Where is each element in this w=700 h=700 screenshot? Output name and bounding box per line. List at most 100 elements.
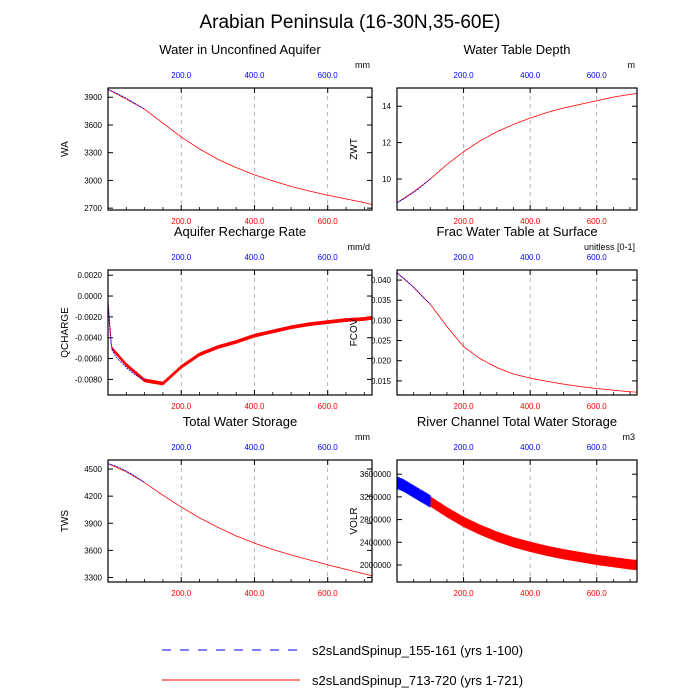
x-tick-label-top: 600.0 xyxy=(318,253,339,262)
y-tick-label: 0.015 xyxy=(371,377,392,386)
y-tick-label: 12 xyxy=(382,139,391,148)
x-tick-label-top: 600.0 xyxy=(587,71,608,80)
units-label: m xyxy=(628,60,636,70)
x-tick-label-bottom: 600.0 xyxy=(318,402,339,411)
y-tick-label: 10 xyxy=(382,175,391,184)
series-line-red xyxy=(107,89,373,205)
y-tick-label: 3900 xyxy=(84,519,102,528)
x-tick-label-bottom: 600.0 xyxy=(587,589,608,598)
series-line-blue xyxy=(107,463,145,483)
x-tick-label-top: 600.0 xyxy=(587,253,608,262)
units-label: mm xyxy=(355,432,370,442)
series-line-blue xyxy=(396,476,431,508)
panel-aquifer-recharge: Aquifer Recharge Rate QCHARGE mm/d 200.0 200… xyxy=(60,224,373,411)
units-label: m3 xyxy=(622,432,635,442)
series-line-blue xyxy=(396,178,431,204)
x-tick-label-bottom: 400.0 xyxy=(520,589,541,598)
y-tick-label: 4500 xyxy=(84,465,102,474)
panel-water-in-aquifer: Water in Unconfined Aquifer WA mm 200.0 200.… xyxy=(60,42,373,226)
y-tick-label: 0.0000 xyxy=(78,292,103,301)
units-label: mm xyxy=(355,60,370,70)
x-tick-label-top: 400.0 xyxy=(520,71,541,80)
x-tick-label-bottom: 200.0 xyxy=(171,589,192,598)
y-tick-label: 3600 xyxy=(84,121,102,130)
legend-label-red: s2sLandSpinup_713-720 (yrs 1-721) xyxy=(312,673,523,688)
panel-river-channel-storage: River Channel Total Water Storage VOLR m3 2… xyxy=(349,414,638,598)
y-tick-label: 14 xyxy=(382,102,391,111)
x-tick-label-bottom: 600.0 xyxy=(318,589,339,598)
panel-title: Water in Unconfined Aquifer xyxy=(159,42,321,57)
series-line-red xyxy=(396,477,638,571)
x-tick-label-top: 200.0 xyxy=(171,443,192,452)
x-tick-label-top: 200.0 xyxy=(171,71,192,80)
x-tick-label-top: 400.0 xyxy=(244,71,265,80)
x-tick-label-top: 200.0 xyxy=(171,253,192,262)
x-tick-label-bottom: 200.0 xyxy=(454,589,475,598)
x-tick-label-bottom: 200.0 xyxy=(171,217,192,226)
series-line-blue xyxy=(107,301,145,381)
series-line-red xyxy=(396,272,637,393)
y-tick-label: -0.0020 xyxy=(75,313,103,322)
x-tick-label-bottom: 400.0 xyxy=(520,402,541,411)
panel-title: Water Table Depth xyxy=(464,42,571,57)
y-tick-label: 2400000 xyxy=(360,538,392,547)
series-line-red xyxy=(396,93,637,204)
plot-frame xyxy=(396,269,638,396)
x-tick-label-bottom: 400.0 xyxy=(244,217,265,226)
x-tick-label-bottom: 600.0 xyxy=(318,217,339,226)
y-tick-label: 2700 xyxy=(84,204,102,213)
x-tick-label-top: 400.0 xyxy=(520,253,541,262)
x-tick-label-top: 200.0 xyxy=(454,253,475,262)
y-tick-label: 0.035 xyxy=(371,296,392,305)
y-tick-label: 3200000 xyxy=(360,493,392,502)
plot-frame xyxy=(107,87,373,211)
y-tick-label: 3300 xyxy=(84,573,102,582)
units-label: unitless [0-1] xyxy=(584,242,635,252)
x-tick-label-bottom: 600.0 xyxy=(587,217,608,226)
figure-title: Arabian Peninsula (16-30N,35-60E) xyxy=(199,12,500,33)
x-tick-label-top: 600.0 xyxy=(587,443,608,452)
y-tick-label: 4200 xyxy=(84,492,102,501)
panel-title: Aquifer Recharge Rate xyxy=(174,224,306,239)
panel-total-water-storage: Total Water Storage TWS mm 200.0 200.0 400.0 4… xyxy=(60,414,373,598)
x-tick-label-bottom: 200.0 xyxy=(454,402,475,411)
y-tick-label: 0.020 xyxy=(371,357,392,366)
y-tick-label: 0.030 xyxy=(371,316,392,325)
x-tick-label-bottom: 400.0 xyxy=(244,402,265,411)
panel-frac-water-table: Frac Water Table at Surface FCOV unitless … xyxy=(349,224,638,411)
series-line-red xyxy=(107,463,373,577)
x-tick-label-bottom: 400.0 xyxy=(244,589,265,598)
panel-water-table-depth: Water Table Depth ZWT m 200.0 200.0 400.0 400.… xyxy=(349,42,638,226)
units-label: mm/d xyxy=(348,242,371,252)
series-line-blue xyxy=(107,89,145,110)
x-tick-label-top: 600.0 xyxy=(318,71,339,80)
y-tick-label: -0.0040 xyxy=(75,334,103,343)
x-tick-label-bottom: 200.0 xyxy=(454,217,475,226)
panel-title: River Channel Total Water Storage xyxy=(417,414,617,429)
y-tick-label: 3600000 xyxy=(360,470,392,479)
y-axis-label: ZWT xyxy=(349,138,360,160)
y-tick-label: 3000 xyxy=(84,176,102,185)
y-axis-label: WA xyxy=(60,141,71,157)
series-line-red xyxy=(107,299,373,386)
legend-label-blue: s2sLandSpinup_155-161 (yrs 1-100) xyxy=(312,643,523,658)
plot-frame xyxy=(107,459,373,583)
x-tick-label-top: 600.0 xyxy=(318,443,339,452)
y-tick-label: 0.025 xyxy=(371,337,392,346)
y-axis-label: QCHARGE xyxy=(60,307,71,358)
y-tick-label: 2800000 xyxy=(360,516,392,525)
y-tick-label: -0.0060 xyxy=(75,355,103,364)
x-tick-label-top: 200.0 xyxy=(454,443,475,452)
panel-title: Total Water Storage xyxy=(183,414,297,429)
plot-frame xyxy=(396,87,638,211)
x-tick-label-top: 400.0 xyxy=(244,443,265,452)
x-tick-label-bottom: 600.0 xyxy=(587,402,608,411)
panel-title: Frac Water Table at Surface xyxy=(436,224,597,239)
y-axis-label: TWS xyxy=(60,510,71,533)
y-tick-label: 2000000 xyxy=(360,561,392,570)
y-tick-label: 3600 xyxy=(84,546,102,555)
x-tick-label-bottom: 200.0 xyxy=(171,402,192,411)
plot-frame xyxy=(107,269,373,396)
